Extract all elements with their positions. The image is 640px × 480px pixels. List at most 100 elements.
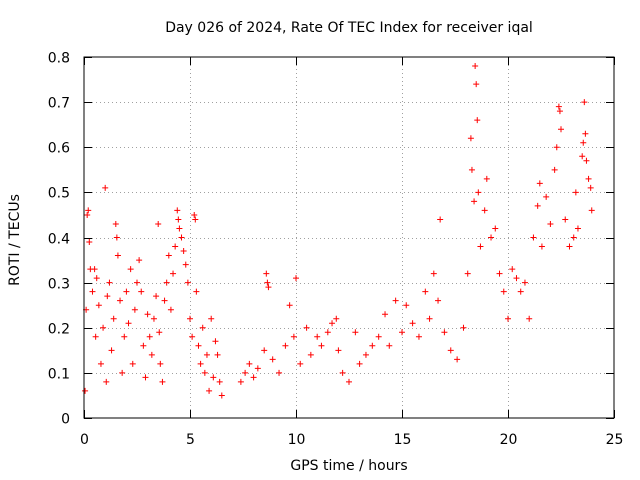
data-point: [555, 103, 562, 110]
data-point: [303, 324, 310, 331]
data-point: [369, 342, 376, 349]
data-point: [375, 333, 382, 340]
y-tick-labels: 0 0.1 0.2 0.3 0.4 0.5 0.6 0.7 0.8: [48, 51, 70, 428]
data-point: [435, 297, 442, 304]
data-point: [558, 126, 564, 133]
data-point: [161, 297, 168, 304]
x-axis-label: GPS time / hours: [290, 458, 407, 474]
data-point: [551, 166, 558, 173]
data-point: [583, 157, 590, 164]
data-point: [329, 320, 336, 327]
data-point: [521, 279, 528, 286]
data-point: [534, 202, 541, 209]
data-point: [307, 351, 314, 358]
data-point: [178, 234, 185, 241]
data-point: [254, 365, 261, 372]
data-point: [136, 257, 143, 264]
data-point: [297, 360, 304, 367]
data-point: [335, 347, 342, 354]
data-point: [242, 369, 249, 376]
data-point: [474, 117, 481, 124]
y-tick-label: 0.8: [48, 51, 70, 67]
data-point: [123, 288, 130, 295]
data-point: [426, 315, 433, 322]
data-point: [500, 288, 507, 295]
data-point: [172, 243, 179, 250]
chart-title: Day 026 of 2024, Rate Of TEC Index for r…: [165, 20, 533, 36]
data-point: [237, 378, 244, 385]
data-point: [318, 342, 325, 349]
x-tick-label: 10: [288, 432, 306, 448]
data-point: [483, 175, 490, 182]
data-point: [85, 207, 92, 214]
data-point: [513, 275, 520, 282]
data-point: [409, 320, 416, 327]
y-tick-label: 0.6: [48, 141, 70, 157]
data-point: [102, 184, 109, 191]
data-point: [197, 360, 204, 367]
data-point: [131, 306, 138, 313]
data-point: [165, 252, 172, 259]
data-point: [505, 315, 511, 322]
data-point: [588, 207, 595, 214]
data-point: [282, 342, 289, 349]
data-point: [175, 216, 182, 223]
data-point: [386, 342, 393, 349]
data-point: [585, 175, 592, 182]
data-point: [167, 306, 174, 313]
data-point: [547, 220, 554, 227]
data-point: [125, 320, 132, 327]
y-axis-label: ROTI / TECUs: [7, 194, 23, 286]
data-point: [356, 360, 363, 367]
y-tick-label: 0.5: [48, 186, 70, 202]
data-point: [108, 347, 115, 354]
data-point: [362, 351, 369, 358]
data-point: [157, 360, 164, 367]
data-point: [346, 378, 352, 385]
grid-lines: [84, 57, 614, 418]
data-point: [84, 211, 91, 218]
data-point: [110, 315, 117, 322]
data-point: [216, 378, 223, 385]
data-point: [97, 360, 104, 367]
data-point: [314, 333, 321, 340]
data-point: [269, 356, 276, 363]
data-point: [142, 374, 149, 381]
data-point: [206, 387, 213, 394]
data-point: [193, 288, 200, 295]
data-point: [339, 369, 346, 376]
data-point: [246, 360, 253, 367]
data-point: [155, 220, 162, 227]
data-point: [467, 135, 474, 142]
data-point: [496, 270, 503, 277]
data-point: [91, 266, 98, 273]
data-point: [180, 248, 187, 255]
data-point: [415, 333, 422, 340]
data-point: [92, 333, 99, 340]
data-point: [572, 189, 579, 196]
data-point: [100, 324, 107, 331]
data-point: [509, 266, 516, 273]
data-point: [460, 324, 467, 331]
data-point: [192, 216, 199, 223]
data-point: [159, 378, 166, 385]
data-point: [447, 347, 454, 354]
data-point: [261, 347, 268, 354]
data-point: [218, 392, 225, 399]
data-point: [174, 207, 181, 214]
data-point: [399, 329, 405, 336]
data-point: [492, 225, 499, 232]
data-point: [182, 261, 189, 268]
data-point: [214, 351, 221, 358]
data-point: [156, 329, 163, 336]
data-point: [475, 189, 482, 196]
data-point: [403, 302, 410, 309]
data-point: [264, 279, 271, 286]
data-point: [95, 302, 102, 309]
data-point: [562, 216, 569, 223]
data-point: [89, 288, 96, 295]
data-point: [441, 329, 448, 336]
data-point: [144, 311, 151, 318]
data-point: [526, 315, 533, 322]
